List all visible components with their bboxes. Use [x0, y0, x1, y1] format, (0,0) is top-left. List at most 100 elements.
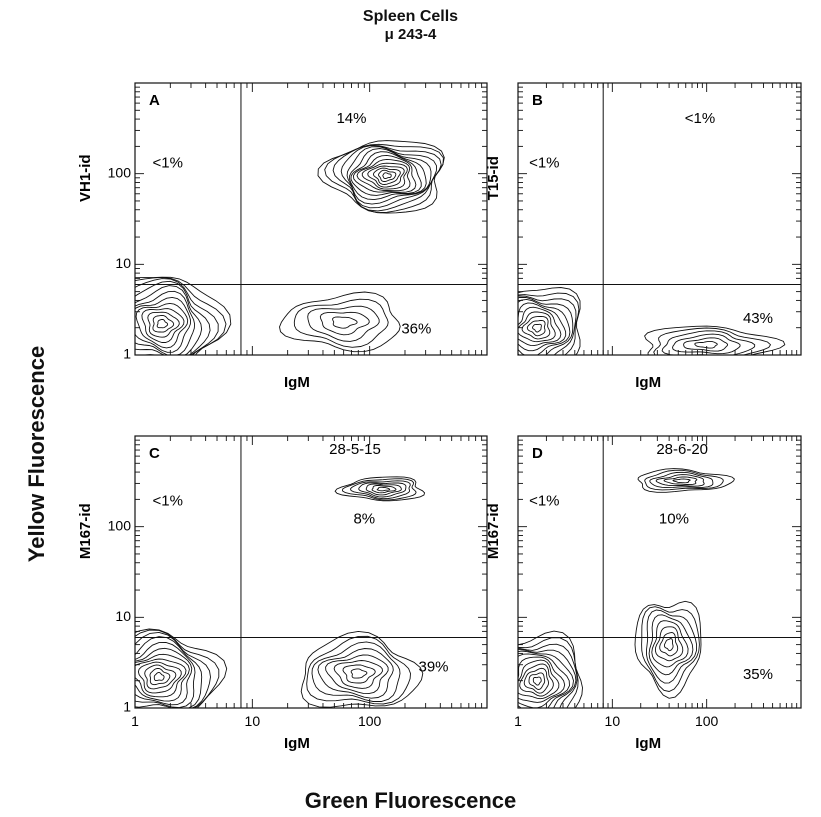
- panel-a-contours: [135, 140, 445, 355]
- panel-a-contour-line: [378, 169, 397, 182]
- panel-d-letter: D: [532, 445, 543, 462]
- panel-a-population-1: [135, 276, 232, 355]
- quadrant-label: 43%: [743, 310, 773, 327]
- panel-c-contour-line: [376, 486, 391, 492]
- panel-a-contour-line: [135, 296, 191, 353]
- panel-d-contour-line: [518, 650, 574, 708]
- panel-c-contour-line: [135, 628, 228, 708]
- panel-c-contour-line: [135, 636, 203, 708]
- panel-c-contour-line: [325, 654, 389, 695]
- panel-a-contour-line: [135, 278, 219, 355]
- panel-b-contour-line: [518, 298, 571, 355]
- panel-d-contour-line: [663, 476, 698, 486]
- panel-c-population-3: [300, 630, 424, 708]
- panel-d-y-label: M167-id: [485, 503, 502, 559]
- panel-d-contour-line: [644, 469, 724, 491]
- panel-a-contour-line: [147, 311, 180, 338]
- quadrant-label: 8%: [353, 510, 375, 527]
- panel-c-contour-line: [349, 480, 411, 500]
- panel-d-contour-line: [518, 659, 560, 700]
- panel-a-contour-line: [293, 298, 389, 348]
- panel-d-population-2: [637, 468, 735, 493]
- panel-d-contour-line: [637, 468, 735, 493]
- panel-d-x-tick-label: 100: [695, 713, 719, 729]
- panel-c-contour-line: [149, 667, 171, 686]
- panel-b-contour-line: [518, 306, 562, 347]
- panel-a-ticks: [135, 83, 487, 355]
- panel-d-contour-line: [532, 676, 542, 686]
- panel-a-x-label: IgM: [284, 374, 310, 391]
- panel-a-contour-line: [135, 280, 211, 355]
- panel-c-frame: [134, 435, 488, 709]
- panel-c-contour-line: [300, 630, 424, 708]
- panel-b-contour-line: [518, 292, 580, 355]
- panel-c-contour-line: [342, 664, 376, 684]
- panel-b-contour-line: [518, 296, 574, 355]
- panel-a-contour-line: [332, 144, 442, 212]
- panel-c-contour-line: [153, 672, 165, 682]
- panel-c-population-2: [334, 476, 426, 502]
- panel-a-contour-line: [135, 285, 203, 355]
- panel-b-contour-line: [518, 302, 567, 352]
- panel-a-contour-line: [340, 145, 437, 209]
- quadrant-label: <1%: [152, 492, 182, 509]
- panel-d-x-tick-label: 10: [605, 713, 621, 729]
- panel-a-contour-line: [324, 143, 444, 214]
- panel-a-contour-line: [279, 291, 401, 353]
- panel-a-contour-line: [372, 167, 401, 185]
- panel-a-contour-line: [135, 290, 196, 355]
- panel-d-contour-line: [523, 667, 549, 694]
- panel-a-contour-line: [319, 311, 370, 336]
- panel-c: C <1% 28-5-15 8% 39% 1 10 100 1 10 100 IgM M167-id: [77, 435, 488, 752]
- panel-b-population-1: [518, 287, 581, 355]
- panel-d-contour-line: [518, 637, 579, 708]
- panel-a-letter: A: [149, 92, 160, 109]
- panel-b-contour-line: [694, 340, 718, 349]
- panel-a-contour-line: [346, 146, 432, 205]
- panel-a-contour-line: [332, 316, 358, 329]
- panel-d-contour-line: [659, 632, 679, 657]
- panel-c-contour-line: [358, 482, 407, 498]
- panel-c-x-tick-label: 10: [245, 713, 261, 729]
- panel-d-contour-line: [655, 474, 705, 487]
- quadrant-label: 28-5-15: [329, 441, 381, 458]
- quadrant-label: 35%: [743, 666, 773, 683]
- panel-a-population-3: [279, 291, 401, 353]
- panel-a-contour-line: [152, 315, 175, 333]
- panel-d-contour-line: [663, 638, 674, 652]
- panel-d-contour-line: [528, 672, 546, 690]
- panel-d: D <1% 28-6-20 10% 35% 1 10 100 IgM M167-id: [485, 435, 802, 752]
- panel-c-y-tick-label: 10: [115, 608, 131, 624]
- panel-b-contour-line: [518, 311, 556, 343]
- panel-a-contour-line: [350, 151, 422, 196]
- panel-b-y-label: T15-id: [485, 156, 502, 200]
- panel-a-contour-line: [135, 276, 227, 355]
- panel-c-y-tick-label: 100: [108, 517, 132, 533]
- panel-d-population-3: [634, 600, 702, 699]
- panel-d-contour-line: [651, 620, 689, 668]
- panel-a-contour-line: [349, 148, 427, 201]
- panel-c-y-tick-label: 1: [123, 699, 131, 715]
- panel-c-contour-line: [135, 653, 190, 702]
- panel-d-contour-line: [641, 606, 700, 692]
- panel-d-contour-line: [672, 478, 691, 484]
- panel-a-contour-line: [141, 308, 185, 343]
- panel-d-x-label: IgM: [635, 735, 661, 752]
- panel-b-x-label: IgM: [635, 374, 661, 391]
- panel-a-contour-line: [361, 162, 408, 190]
- panel-c-contour-line: [135, 658, 187, 698]
- panel-d-contour-line: [649, 471, 714, 489]
- quadrant-label: 39%: [418, 658, 448, 675]
- quadrant-label: 14%: [336, 110, 366, 127]
- panel-c-contour-line: [144, 664, 177, 690]
- panel-c-contour-line: [342, 478, 417, 501]
- figure-subtitle: μ 243-4: [384, 26, 437, 43]
- panel-c-contour-line: [135, 629, 220, 708]
- panel-b-contour-line: [672, 333, 741, 355]
- panel-d-contour-line: [654, 626, 684, 662]
- panel-a-contour-line: [307, 305, 380, 342]
- panel-b-contour-line: [521, 315, 551, 340]
- quadrant-label: <1%: [685, 110, 715, 127]
- panel-b-contours: [518, 287, 786, 355]
